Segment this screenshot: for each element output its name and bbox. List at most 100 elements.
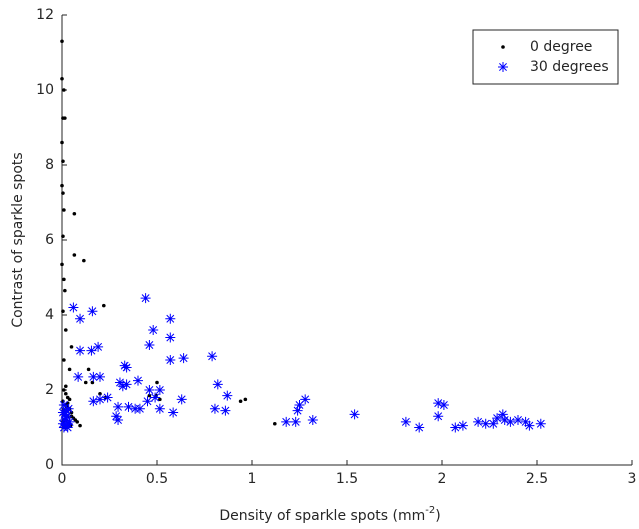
star-marker xyxy=(349,409,360,420)
x-tick-label: 1 xyxy=(248,471,257,487)
star-marker xyxy=(292,405,303,416)
star-marker xyxy=(450,422,461,433)
dot-marker xyxy=(75,420,79,424)
y-axis-label: Contrast of sparkle spots xyxy=(10,152,26,327)
star-marker xyxy=(88,371,99,382)
star-marker xyxy=(414,422,425,433)
dot-marker xyxy=(86,367,91,372)
star-marker xyxy=(165,332,176,343)
dot-marker xyxy=(60,39,64,44)
star-marker xyxy=(58,400,69,410)
dot-marker xyxy=(501,45,505,49)
dot-marker xyxy=(67,397,72,402)
star-marker xyxy=(499,415,510,425)
x-tick-label: 0 xyxy=(58,471,67,487)
star-marker xyxy=(176,394,187,405)
star-marker xyxy=(123,401,134,412)
star-marker xyxy=(95,371,105,382)
star-marker xyxy=(87,306,98,317)
star-marker xyxy=(60,413,71,424)
star-marker xyxy=(117,381,128,392)
dot-marker xyxy=(72,211,77,216)
dot-marker xyxy=(69,410,74,415)
dot-marker xyxy=(60,140,64,145)
star-marker xyxy=(165,355,176,365)
star-marker xyxy=(134,403,145,414)
dot-marker xyxy=(64,328,68,332)
dot-marker xyxy=(62,88,66,92)
x-tick-label: 1.5 xyxy=(336,471,358,487)
star-marker xyxy=(524,420,535,431)
star-marker xyxy=(165,313,176,324)
dot-marker xyxy=(67,367,72,372)
star-marker xyxy=(93,341,104,352)
star-marker xyxy=(144,385,155,395)
star-marker xyxy=(281,416,292,427)
star-marker xyxy=(513,415,523,425)
dot-marker xyxy=(158,397,162,402)
legend-label: 30 degrees xyxy=(530,59,609,75)
y-tick-label: 2 xyxy=(45,382,54,398)
dot-marker xyxy=(62,358,66,362)
star-marker xyxy=(114,377,125,388)
dot-marker xyxy=(78,423,82,428)
star-marker xyxy=(168,407,179,418)
dot-marker xyxy=(64,391,68,396)
star-marker xyxy=(68,302,79,313)
star-marker xyxy=(497,409,508,420)
star-marker xyxy=(62,422,73,433)
star-marker xyxy=(154,385,165,395)
y-tick-label: 12 xyxy=(36,7,54,23)
dot-marker xyxy=(62,208,66,212)
dot-marker xyxy=(238,399,243,404)
star-marker xyxy=(140,293,151,304)
star-marker xyxy=(290,416,301,427)
y-tick-label: 8 xyxy=(45,157,54,173)
x-tick-label: 2 xyxy=(438,471,447,487)
x-tick-label: 3 xyxy=(628,471,637,487)
star-marker xyxy=(433,411,444,422)
x-tick-label: 0.5 xyxy=(146,471,168,487)
dot-marker xyxy=(61,191,65,195)
x-tick-label: 2.5 xyxy=(526,471,548,487)
dot-marker xyxy=(72,253,77,257)
dot-marker xyxy=(60,76,64,81)
y-tick-label: 4 xyxy=(45,307,54,323)
dot-marker xyxy=(61,309,65,314)
dot-marker xyxy=(64,384,68,389)
star-marker xyxy=(220,405,231,416)
star-marker xyxy=(95,394,105,405)
star-marker xyxy=(433,398,444,409)
star-marker xyxy=(212,379,223,390)
star-marker xyxy=(400,416,411,427)
dot-marker xyxy=(62,277,66,282)
star-marker xyxy=(150,392,161,403)
dot-marker xyxy=(60,183,64,188)
dot-marker xyxy=(102,303,106,308)
star-marker xyxy=(64,416,75,427)
dot-marker xyxy=(82,258,86,263)
star-marker xyxy=(488,418,499,429)
star-marker xyxy=(209,403,220,414)
star-marker xyxy=(294,400,305,410)
star-marker xyxy=(73,371,84,382)
star-marker xyxy=(457,420,468,431)
x-axis-label: Density of sparkle spots (mm-2) xyxy=(219,505,440,524)
dot-marker xyxy=(69,345,74,349)
legend-label: 0 degree xyxy=(530,39,592,55)
star-marker xyxy=(148,325,159,335)
star-marker xyxy=(300,394,311,405)
star-marker xyxy=(144,340,155,350)
star-marker xyxy=(59,415,70,425)
star-marker xyxy=(498,62,508,72)
star-marker xyxy=(75,345,86,356)
dot-marker xyxy=(147,393,152,398)
star-marker xyxy=(75,313,86,324)
star-marker xyxy=(520,416,531,427)
star-marker xyxy=(57,418,68,429)
dot-marker xyxy=(63,116,67,120)
dot-marker xyxy=(83,380,88,385)
y-tick-label: 10 xyxy=(36,82,54,98)
star-marker xyxy=(113,401,124,412)
